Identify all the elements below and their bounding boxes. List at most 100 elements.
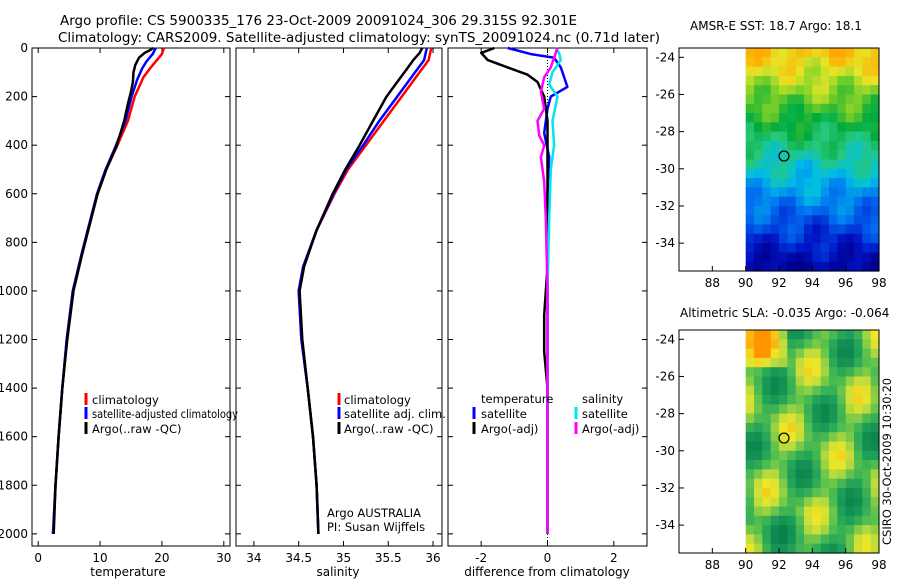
map-cell <box>745 113 755 123</box>
map-cell <box>770 497 780 508</box>
map-cell <box>779 252 788 263</box>
y-tick-label: -32 <box>655 481 675 495</box>
float-country: Argo AUSTRALIA <box>327 506 421 520</box>
map-cell <box>754 385 763 396</box>
map-cell <box>829 113 838 123</box>
map-cell <box>812 252 822 263</box>
map-cell <box>795 196 805 207</box>
map-cell <box>854 48 863 58</box>
y-tick-label: 600 <box>5 187 28 201</box>
map-cell <box>804 243 813 253</box>
map-cell <box>870 339 880 350</box>
map-cell <box>820 395 830 405</box>
map-cell <box>837 469 847 480</box>
map-cell <box>779 515 788 526</box>
map-cell <box>820 48 830 58</box>
map-cell <box>829 460 838 470</box>
y-tick-label: 400 <box>5 138 28 152</box>
map-cell <box>837 243 847 253</box>
map-cell <box>770 348 780 359</box>
map-cell <box>762 395 772 405</box>
map-cell <box>829 57 838 68</box>
legend-label-climatology: climatology <box>344 393 411 407</box>
map-cell <box>812 543 822 554</box>
map-cell <box>804 515 813 526</box>
map-cell <box>820 534 830 545</box>
map-cell <box>762 432 772 443</box>
map-cell <box>854 506 863 517</box>
map-cell <box>770 395 780 405</box>
map-cell <box>820 103 830 114</box>
map-cell <box>770 357 780 368</box>
map-cell <box>862 497 872 508</box>
map-cell <box>837 140 847 151</box>
map-cell <box>820 113 830 123</box>
legend-label-sal-satellite: satellite <box>582 407 628 421</box>
map-cell <box>795 367 805 378</box>
map-cell <box>770 478 780 489</box>
map-cell <box>804 330 813 340</box>
map-cell <box>837 113 847 123</box>
map-cell <box>795 113 805 123</box>
map-cell <box>745 168 755 179</box>
float-position-marker <box>778 432 790 444</box>
x-tick-label: 96 <box>838 276 853 290</box>
map-cell <box>870 413 880 424</box>
map-cell <box>870 159 880 170</box>
map-cell <box>812 85 822 96</box>
map-cell <box>762 385 772 396</box>
map-cell <box>770 140 780 151</box>
y-tick-label: -24 <box>655 50 675 64</box>
map-cell <box>779 206 788 216</box>
map-cell <box>862 224 872 235</box>
map-cell <box>829 367 838 378</box>
map-cell <box>745 543 755 554</box>
map-cell <box>854 196 863 207</box>
map-cell <box>854 525 863 535</box>
x-tick-label: 90 <box>738 558 753 572</box>
map-cell <box>804 395 813 405</box>
map-cell <box>862 103 872 114</box>
map-cell <box>870 395 880 405</box>
map-cell <box>820 413 830 424</box>
map-cell <box>829 122 838 133</box>
map-cell <box>787 450 797 461</box>
map-cell <box>754 395 763 405</box>
map-cell <box>779 85 788 96</box>
map-cell <box>754 330 763 340</box>
map-cell <box>770 243 780 253</box>
map-cell <box>870 515 880 526</box>
map-cell <box>762 357 772 368</box>
map-cell <box>754 94 763 105</box>
map-cell <box>829 94 838 105</box>
map-cell <box>837 488 847 498</box>
map-cell <box>854 252 863 263</box>
map-cell <box>795 404 805 415</box>
salinity-legend: climatology satellite adj. clim. Argo(..… <box>337 393 446 436</box>
map-cell <box>820 85 830 96</box>
map-cell <box>770 376 780 387</box>
map-cell <box>854 376 863 387</box>
y-tick-label: 2000 <box>0 527 28 541</box>
map-cell <box>829 543 838 554</box>
map-cell <box>795 385 805 396</box>
map-cell <box>762 243 772 253</box>
map-cell <box>745 178 755 188</box>
map-cell <box>870 404 880 415</box>
map-cell <box>754 233 763 244</box>
map-cell <box>812 75 822 86</box>
map-cell <box>770 525 780 535</box>
map-cell <box>837 543 847 554</box>
map-cell <box>804 441 813 452</box>
map-cell <box>787 85 797 96</box>
x-tick-label: 88 <box>705 558 720 572</box>
map-cell <box>804 94 813 105</box>
map-cell <box>745 432 755 443</box>
legend-group-salinity: salinity <box>582 392 623 406</box>
map-cell <box>787 534 797 545</box>
map-cell <box>812 339 822 350</box>
map-cell <box>812 261 822 272</box>
map-cell <box>779 75 788 86</box>
map-cell <box>770 94 780 105</box>
map-cell <box>829 224 838 235</box>
